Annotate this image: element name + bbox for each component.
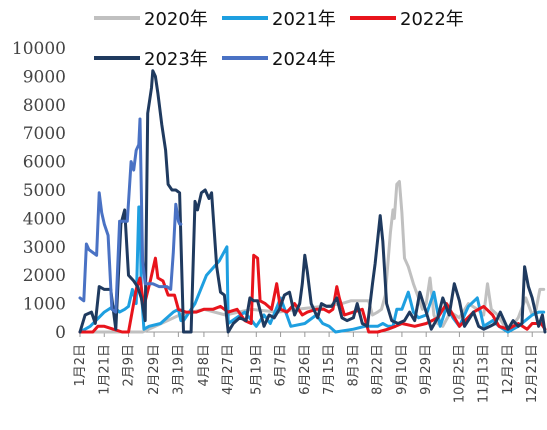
legend-label: 2021年 (272, 9, 336, 30)
x-tick-label: 6月26日 (298, 344, 313, 395)
x-tick-label: 11月13日 (477, 344, 492, 403)
x-tick-label: 8月22日 (371, 344, 386, 395)
x-tick-label: 6月7日 (274, 344, 289, 387)
y-tick-label: 10000 (12, 39, 66, 59)
y-tick-label: 7000 (23, 124, 66, 144)
legend: 2020年 2021年 2022年 2023年 2024年 (94, 9, 464, 70)
x-tick-label: 4月8日 (197, 344, 212, 387)
x-tick-label: 10月25日 (452, 344, 467, 403)
y-tick-label: 9000 (23, 67, 66, 87)
x-tick-label: 9月10日 (395, 344, 410, 395)
y-tick-label: 0 (55, 323, 66, 343)
x-tick-label: 2月29日 (147, 344, 162, 395)
x-tick-label: 1月21日 (97, 344, 112, 395)
x-tick-label: 5月19日 (249, 344, 264, 395)
x-tick-label: 12月21日 (525, 344, 540, 403)
y-tick-label: 3000 (23, 238, 66, 258)
x-tick-label: 1月2日 (73, 344, 88, 387)
x-tick-label: 3月19日 (171, 344, 186, 395)
y-tick-label: 8000 (23, 96, 66, 116)
y-tick-label: 5000 (23, 181, 66, 201)
legend-label: 2023年 (144, 49, 208, 70)
y-tick-label: 2000 (23, 266, 66, 286)
legend-label: 2022年 (400, 9, 464, 30)
y-tick-label: 4000 (23, 209, 66, 229)
series-line-2022年 (78, 253, 547, 334)
legend-label: 2024年 (272, 49, 336, 70)
x-tick-label: 2月9日 (122, 344, 137, 387)
x-tick-label: 12月2日 (501, 344, 516, 395)
series-line-2023年 (78, 69, 547, 334)
y-tick-label: 1000 (23, 295, 66, 315)
x-tick-label: 9月29日 (419, 344, 434, 395)
series-line-2024年 (78, 117, 183, 314)
x-tick-label: 8月3日 (346, 344, 361, 387)
x-tick-label: 4月27日 (221, 344, 236, 395)
y-axis: 0 1000 2000 3000 4000 5000 6000 7000 8000 9000 100… (12, 39, 66, 343)
plot-series (78, 69, 547, 334)
y-tick-label: 6000 (23, 153, 66, 173)
x-axis: 1月2日 1月21日 2月9日 2月29日 3月19日 4月8日 4月27日 5月19日 6月7… (73, 331, 545, 403)
x-tick-label: 7月15日 (322, 344, 337, 395)
legend-label: 2020年 (144, 9, 208, 30)
